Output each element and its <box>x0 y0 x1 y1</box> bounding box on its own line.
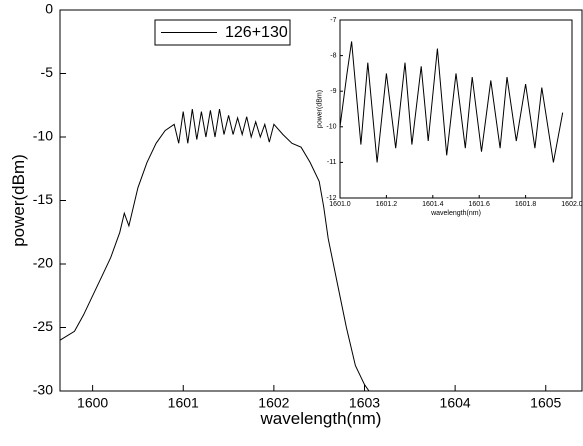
y-tick-label: -10 <box>326 124 336 131</box>
data-line <box>59 109 370 392</box>
y-tick-label: -30 <box>33 382 53 398</box>
y-tick-label: -8 <box>330 52 336 59</box>
x-axis-label: wavelength(nm) <box>260 409 382 428</box>
x-axis-label: wavelength(nm) <box>430 210 481 217</box>
x-tick-label: 1602.0 <box>561 201 583 208</box>
y-tick-label: -11 <box>327 159 337 166</box>
x-tick-label: 1601.0 <box>329 201 351 208</box>
y-tick-label: 0 <box>45 1 53 17</box>
data-line <box>339 41 564 163</box>
y-axis-label: power(dBm) <box>9 154 28 247</box>
plot-frame <box>339 19 573 199</box>
y-tick-label: -10 <box>33 128 53 144</box>
x-tick-label: 1601.8 <box>515 201 537 208</box>
legend-label: 126+130 <box>225 24 288 41</box>
y-tick-label: -20 <box>33 255 53 271</box>
x-tick-label: 1601.2 <box>376 201 398 208</box>
y-tick-label: -7 <box>330 17 336 24</box>
x-tick-label: 1604 <box>440 394 471 410</box>
y-tick-label: -25 <box>33 318 53 334</box>
x-tick-label: 1602 <box>258 394 289 410</box>
x-tick-label: 1601.6 <box>468 201 490 208</box>
y-tick-label: -12 <box>326 195 336 202</box>
x-tick-label: 1603 <box>349 394 380 410</box>
x-tick-label: 1601 <box>168 394 199 410</box>
x-tick-label: 1600 <box>77 394 108 410</box>
y-tick-label: -5 <box>41 64 54 80</box>
y-tick-label: -15 <box>33 191 53 207</box>
x-tick-label: 1601.4 <box>422 201 444 208</box>
y-tick-label: -9 <box>330 88 336 95</box>
y-axis-label: power(dBm) <box>317 90 324 128</box>
x-tick-label: 1605 <box>530 394 561 410</box>
